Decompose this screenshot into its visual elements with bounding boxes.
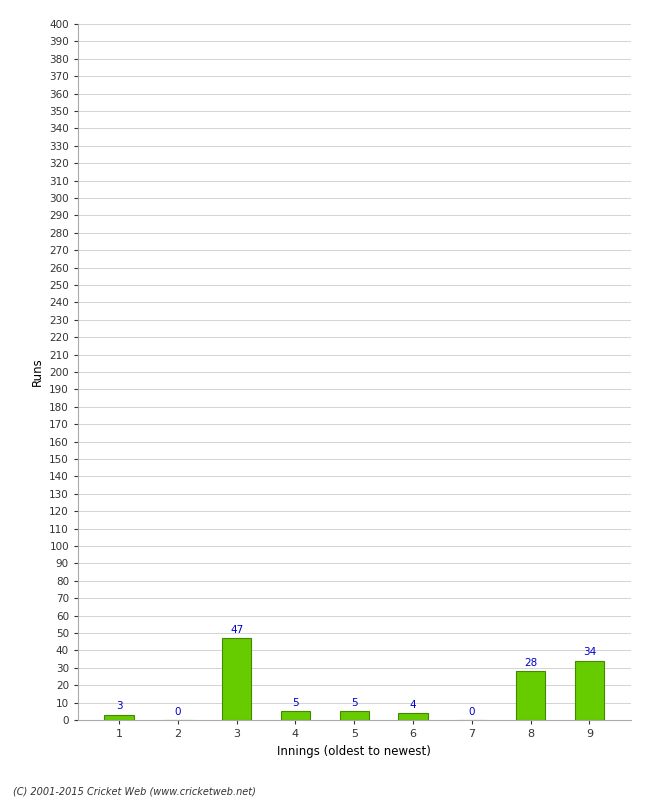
Bar [339,711,369,720]
Text: 3: 3 [116,702,122,711]
Text: 28: 28 [524,658,537,668]
Bar [575,661,604,720]
Text: 5: 5 [351,698,358,708]
Text: 0: 0 [469,706,475,717]
Y-axis label: Runs: Runs [31,358,44,386]
Bar [105,714,134,720]
Text: (C) 2001-2015 Cricket Web (www.cricketweb.net): (C) 2001-2015 Cricket Web (www.cricketwe… [13,786,256,796]
Text: 5: 5 [292,698,299,708]
Text: 34: 34 [583,647,596,658]
Text: 4: 4 [410,699,417,710]
Bar [222,638,252,720]
Text: 0: 0 [175,706,181,717]
Bar [398,713,428,720]
Bar [281,711,310,720]
X-axis label: Innings (oldest to newest): Innings (oldest to newest) [278,745,431,758]
Text: 47: 47 [230,625,243,634]
Bar [516,671,545,720]
